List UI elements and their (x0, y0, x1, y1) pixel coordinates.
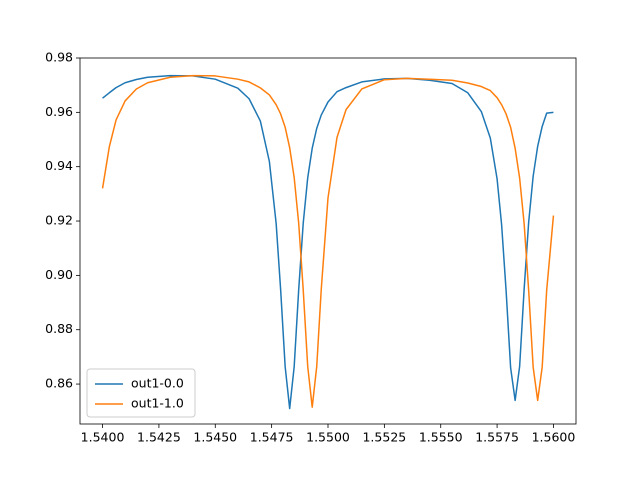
x-tick-label: 1.5500 (306, 430, 350, 445)
legend-label: out1-1.0 (131, 396, 184, 411)
line-series (101, 74, 555, 408)
axes-frame (79, 57, 577, 425)
x-tick-label: 1.5475 (250, 430, 294, 445)
y-tick-label: 0.92 (45, 213, 73, 228)
y-tick-label: 0.96 (45, 104, 73, 119)
y-tick-label: 0.86 (45, 376, 73, 391)
x-tick-label: 1.5525 (362, 430, 406, 445)
x-tick-label: 1.5400 (81, 430, 125, 445)
x-tick-label: 1.5575 (475, 430, 519, 445)
x-tick-label: 1.5550 (419, 430, 463, 445)
x-tick-label: 1.5600 (532, 430, 576, 445)
legend-label: out1-0.0 (131, 376, 184, 391)
x-tick-label: 1.5450 (193, 430, 237, 445)
line-series (102, 74, 554, 410)
legend-box (86, 368, 196, 418)
y-tick-label: 0.94 (45, 158, 73, 173)
y-tick-label: 0.98 (45, 50, 73, 65)
x-tick-label: 1.5425 (137, 430, 181, 445)
y-tick-label: 0.88 (45, 321, 73, 336)
y-tick-label: 0.90 (45, 267, 73, 282)
